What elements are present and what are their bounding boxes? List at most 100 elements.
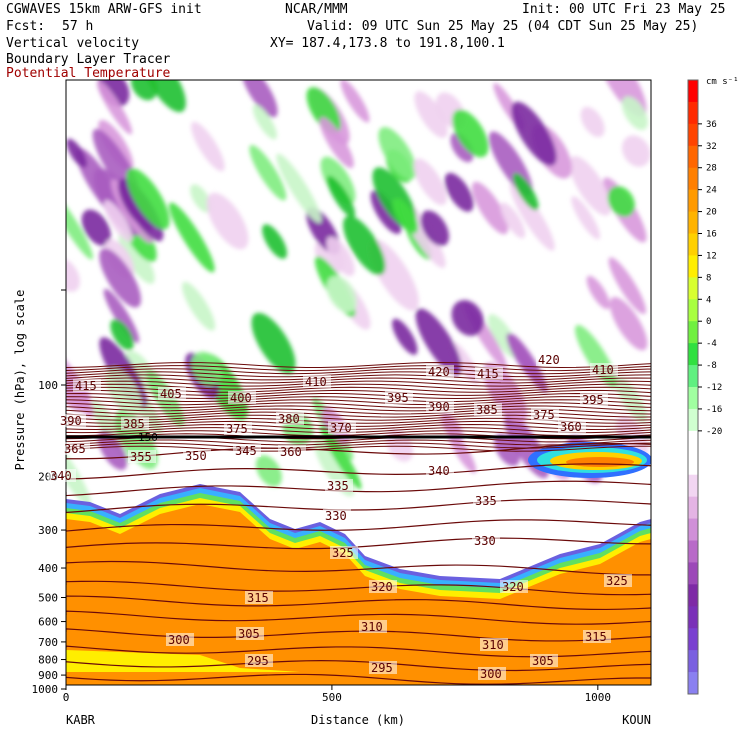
w-blob (126, 168, 170, 230)
colorbar-swatch-18 (688, 474, 698, 498)
theta-label-bg (128, 450, 156, 463)
theta-line (66, 445, 651, 453)
theta-label-325: 325 (332, 546, 354, 560)
theta-label-305: 305 (238, 627, 260, 641)
theta-label-bg (166, 633, 194, 646)
theta-label-365: 365 (64, 442, 86, 456)
w-blob (97, 430, 128, 471)
theta-label-295: 295 (247, 654, 269, 668)
theta-label-bg (500, 580, 528, 593)
model-title: CGWAVES 15km ARW-GFS init (6, 2, 202, 17)
theta-label-bg (236, 627, 264, 640)
w-blob (320, 156, 356, 205)
x-tick-label-1: 500 (322, 691, 342, 704)
w-blob (103, 199, 133, 243)
theta-label-320: 320 (502, 580, 524, 594)
colorbar-swatch-0 (688, 80, 698, 103)
colorbar-swatch-6 (688, 211, 698, 234)
theta-label-bg (474, 403, 502, 416)
colorbar-swatch-16 (688, 430, 698, 454)
w-blob (621, 135, 651, 167)
theta-label-bg (475, 367, 503, 380)
w-blob (81, 209, 111, 246)
theta-line (66, 519, 651, 532)
w-blob (569, 156, 612, 216)
colorbar-swatch-15 (688, 408, 698, 432)
colorbar-label-10: -4 (706, 339, 717, 349)
theta-label-bg (426, 400, 454, 413)
theta-label-bg (328, 421, 356, 434)
theta-label-395: 395 (387, 391, 409, 405)
y-tick-label-4: 500 (38, 591, 58, 604)
colorbar-swatch-14 (688, 387, 698, 410)
theta-label-bg (276, 412, 304, 425)
colorbar-swatch-9 (688, 277, 698, 300)
theta-label-370: 370 (330, 421, 352, 435)
colorbar-swatch-21 (688, 540, 698, 563)
theta-label-405: 405 (160, 387, 182, 401)
theta-line (66, 368, 651, 376)
theta-contour-labels: 415 405 400 410 420 415 420 410 390 385 375 380 370 3… (48, 353, 632, 681)
theta-label-bg (385, 391, 413, 404)
w-blob (586, 275, 610, 310)
theta-line (66, 595, 651, 611)
w-blob (580, 106, 605, 138)
w-blob (66, 138, 87, 168)
theta-line (66, 365, 651, 373)
colorbar-swatch-1 (688, 101, 698, 125)
w-blob (500, 202, 526, 239)
w-blob (511, 101, 557, 166)
theta-label-bg (62, 442, 90, 455)
colorbar-swatch-20 (688, 518, 698, 541)
colorbar-swatch-8 (688, 255, 698, 278)
w-blob (420, 210, 450, 247)
colorbar-swatch-4 (688, 167, 698, 191)
w-blob (414, 91, 448, 138)
w-blob (340, 80, 370, 123)
colorbar-swatch-27 (688, 672, 698, 695)
theta-line (66, 430, 651, 438)
w-blob (451, 300, 484, 336)
theta-label-bg (330, 546, 358, 559)
colorbar-swatch-13 (688, 365, 698, 388)
theta-label-bg (121, 417, 149, 430)
theta-label-bg (426, 365, 454, 378)
theta-label-350: 350 (185, 449, 207, 463)
w-blob (415, 308, 462, 376)
theta-line (66, 610, 651, 625)
w-blob (571, 196, 601, 240)
y-tick-label-8: 900 (38, 669, 58, 682)
theta-label-300: 300 (168, 633, 190, 647)
theta-label-bg (369, 580, 397, 593)
theta-line (66, 439, 651, 447)
w-blob (66, 188, 93, 260)
theta-label-335: 335 (475, 494, 497, 508)
colorbar-swatch-22 (688, 562, 698, 585)
endpoint-right: KOUN (622, 713, 651, 727)
theta-label-395: 395 (582, 393, 604, 407)
theta-label-330: 330 (474, 534, 496, 548)
theta-line (66, 399, 651, 407)
w-blob (343, 215, 386, 276)
y-tick-label-0: 100 (38, 379, 58, 392)
w-blob (608, 257, 647, 315)
w-blob (621, 96, 648, 131)
theta-line (66, 374, 651, 382)
w-blob (103, 288, 140, 343)
theta-line (66, 362, 651, 369)
theta-label-bg (48, 469, 76, 482)
xy-coordinates: XY= 187.4,173.8 to 191.8,100.1 (270, 36, 505, 51)
colorbar-label-12: -12 (706, 383, 722, 393)
theta-line (66, 377, 651, 385)
w-blob (471, 181, 509, 235)
theta-line (66, 560, 651, 576)
w-blob (130, 80, 158, 101)
colorbar-label-4: 20 (706, 208, 717, 218)
theta-line (66, 393, 651, 400)
axes: 050010001002003004005006007008009001000 (32, 289, 611, 704)
theta-label-310: 310 (482, 638, 504, 652)
vertical-velocity-field (66, 80, 651, 507)
w-blob (326, 175, 356, 218)
w-blob (191, 121, 225, 172)
theta-label-385: 385 (123, 417, 145, 431)
